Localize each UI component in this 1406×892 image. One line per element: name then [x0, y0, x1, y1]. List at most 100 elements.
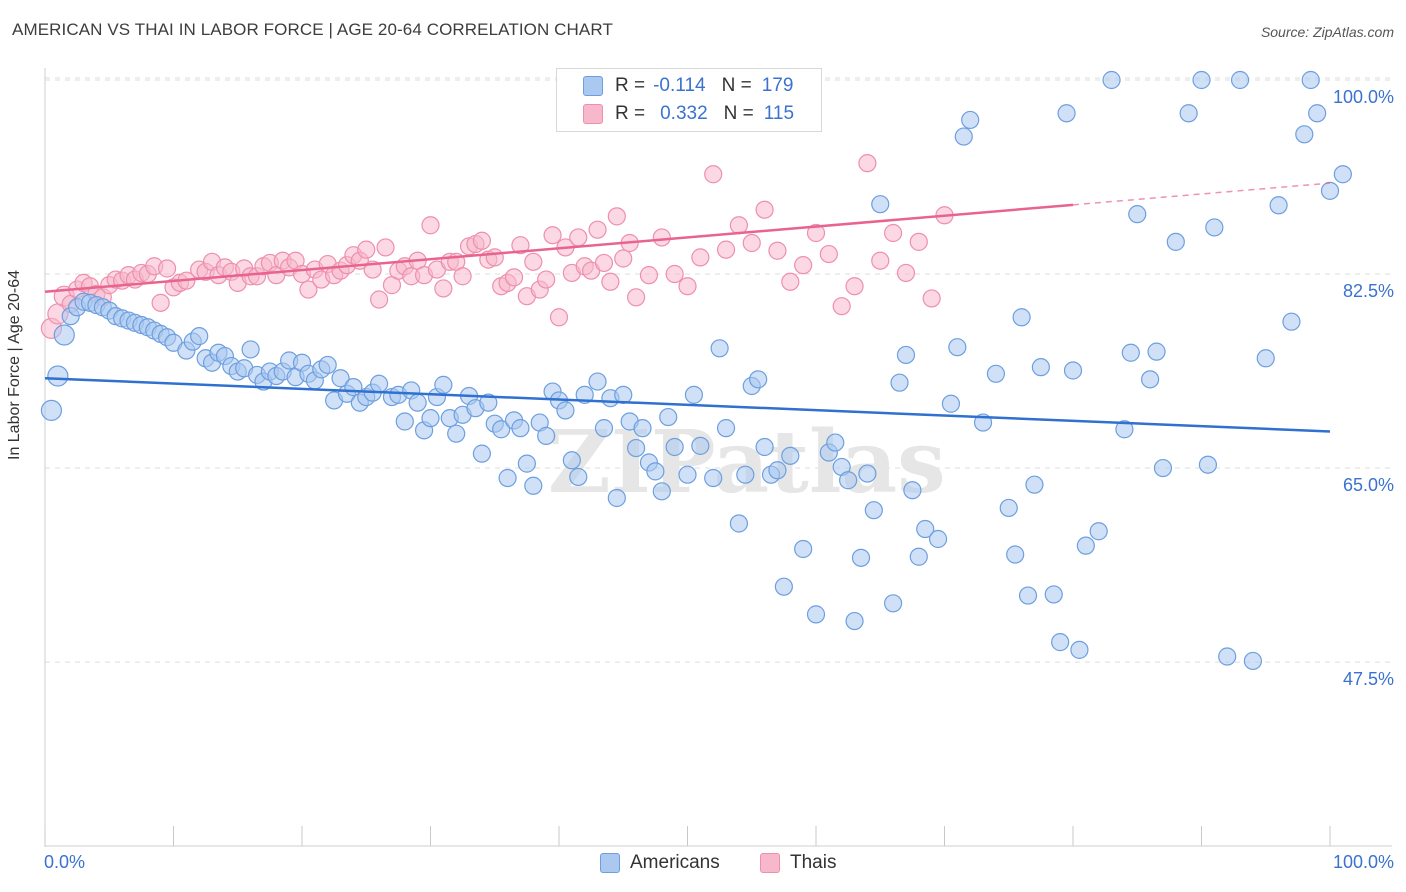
thai-point [909, 232, 928, 251]
american-point [1031, 358, 1050, 377]
american-point [1063, 361, 1083, 380]
chart-title: AMERICAN VS THAI IN LABOR FORCE | AGE 20… [12, 20, 613, 39]
thai-point [594, 253, 614, 273]
american-point [1243, 651, 1263, 671]
american-point [941, 394, 961, 413]
american-point [562, 451, 581, 470]
american-point [1166, 232, 1185, 251]
y-tick-label: 82.5% [1342, 281, 1394, 302]
american-point [1140, 370, 1160, 389]
american-point [331, 369, 350, 388]
american-point [1153, 458, 1173, 478]
thai-point [665, 264, 684, 284]
american-point [524, 476, 543, 495]
american-point [40, 399, 63, 421]
thai-point [832, 297, 851, 316]
american-point [498, 468, 517, 488]
americans-r-value: -0.114 [653, 75, 706, 96]
thai-point [421, 216, 440, 235]
thai-point [858, 154, 877, 173]
american-point [1230, 70, 1250, 90]
bottom-legend-thais-label: Thais [790, 852, 837, 873]
american-point [1256, 349, 1275, 368]
thai-point [781, 272, 800, 291]
thai-point [704, 165, 723, 184]
american-point [1301, 70, 1320, 90]
y-axis-label: In Labor Force | Age 20-64 [6, 269, 23, 460]
american-point [1179, 104, 1198, 123]
american-point [890, 373, 909, 392]
bottom-legend-americans-label: Americans [630, 852, 720, 873]
american-point [961, 110, 980, 130]
american-point [1147, 342, 1166, 361]
trend-lines [44, 182, 1331, 433]
bottom-legend-americans: Americans [600, 852, 720, 874]
x-tick-label-min: 0.0% [44, 852, 86, 872]
american-point [1018, 586, 1038, 605]
thais-trend-extension [1072, 182, 1331, 206]
american-point [704, 468, 723, 488]
thais-swatch [583, 104, 603, 124]
american-point [472, 444, 491, 463]
american-point [1051, 633, 1070, 652]
thai-point [755, 200, 774, 219]
thai-point [794, 256, 813, 275]
american-point [594, 419, 614, 438]
american-point [1192, 70, 1211, 90]
american-point [626, 438, 646, 458]
legend-row-americans: R = -0.114 N = 179 [583, 73, 793, 99]
american-point [954, 127, 973, 146]
americans-points [40, 70, 1352, 671]
thai-point [883, 223, 903, 243]
thai-point [614, 249, 633, 268]
thai-point [434, 279, 453, 298]
y-tick-label: 47.5% [1342, 669, 1394, 690]
american-point [1057, 104, 1076, 123]
american-point [434, 375, 453, 394]
thai-point [157, 259, 177, 278]
american-point [1218, 647, 1237, 666]
american-point [1128, 205, 1147, 224]
american-point [659, 407, 678, 427]
american-point [839, 471, 858, 490]
thais-points [40, 154, 954, 339]
thai-point [549, 308, 569, 327]
american-point [1205, 218, 1224, 237]
thais-swatch [760, 853, 780, 873]
american-point [871, 195, 890, 214]
american-point [691, 436, 710, 455]
thai-point [569, 228, 588, 247]
thai-point [543, 226, 562, 245]
y-tick-label: 65.0% [1342, 475, 1394, 496]
american-point [556, 401, 575, 420]
american-point [517, 454, 536, 473]
american-point [1269, 196, 1288, 215]
american-point [408, 393, 427, 412]
american-point [665, 437, 684, 457]
americans-trend-line [44, 376, 1331, 433]
american-point [1115, 420, 1134, 439]
american-point [511, 419, 530, 438]
american-point [1295, 125, 1314, 144]
american-point [575, 385, 594, 404]
americans-n-value: 179 [761, 75, 794, 96]
american-point [1025, 475, 1044, 494]
american-point [1121, 343, 1140, 362]
thai-point [896, 263, 916, 283]
thais-n-value: 115 [763, 103, 795, 124]
american-point [999, 498, 1018, 518]
thai-point [845, 277, 864, 296]
thai-point [652, 228, 671, 247]
american-point [1102, 70, 1121, 90]
thai-point [678, 277, 697, 296]
american-point [537, 426, 556, 445]
american-point [447, 424, 466, 443]
american-point [395, 412, 414, 431]
correlation-legend: R = -0.114 N = 179 R = 0.332 N = 115 [556, 68, 822, 132]
thai-point [806, 223, 826, 243]
american-point [1070, 640, 1089, 659]
thai-point [601, 272, 620, 291]
american-point [1012, 308, 1031, 327]
thai-point [607, 207, 626, 226]
american-point [1044, 585, 1063, 604]
